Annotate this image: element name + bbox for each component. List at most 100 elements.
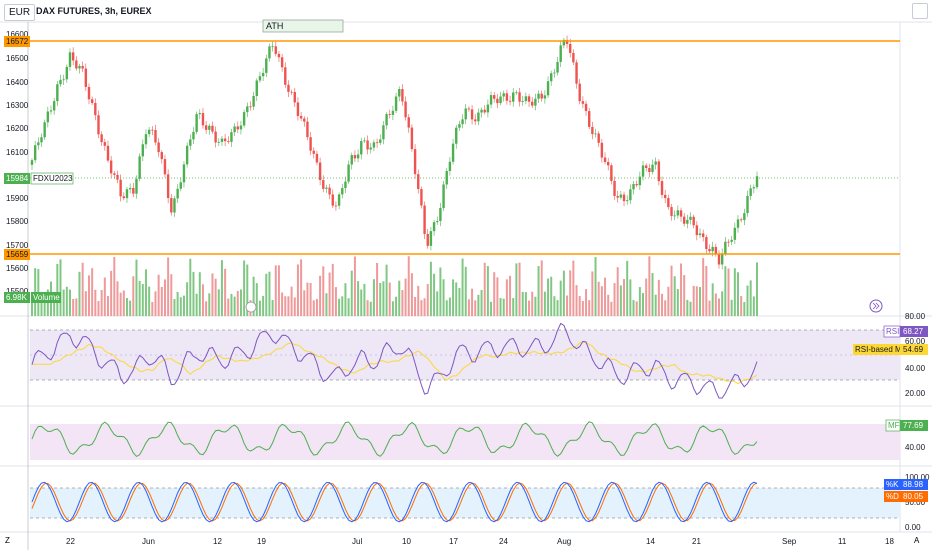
rsi-line (31, 322, 758, 399)
volume-bar (328, 272, 331, 316)
volume-bar (566, 295, 569, 316)
volume-bar (198, 272, 201, 316)
candle-body (116, 174, 119, 180)
volume-bar (414, 297, 417, 316)
candle-body (679, 210, 683, 217)
volume-bar (436, 291, 439, 316)
volume-bar (148, 286, 151, 316)
candle-body (736, 219, 740, 228)
volume-bar (182, 295, 185, 316)
volume-bar (610, 301, 613, 316)
candle-body (581, 101, 585, 104)
volume-bar (189, 258, 192, 316)
candle-body (550, 73, 553, 82)
time-tick-label: Jul (352, 537, 362, 546)
volume-bar (195, 293, 198, 316)
candle-body (138, 156, 141, 179)
volume-bar (616, 267, 619, 316)
volume-bar (277, 265, 280, 316)
currency-button[interactable]: EUR (4, 4, 36, 21)
k-value-badge (900, 479, 928, 490)
volume-bar (483, 262, 486, 316)
candle-body (701, 233, 705, 238)
candle-body (252, 95, 255, 107)
volume-bar (116, 281, 119, 316)
volume-bar (702, 258, 705, 316)
candle-body (68, 52, 72, 67)
candle-body (676, 210, 680, 216)
candle-body (629, 189, 632, 201)
candle-body (499, 96, 502, 104)
candle-body (591, 126, 594, 135)
mf-label-text: MF (888, 421, 900, 430)
time-axis: 22 Jun 12 19 Jul 10 17 24 Aug 14 21 Sep 11 18 (66, 537, 894, 546)
candle-body (667, 198, 670, 208)
price-tick-label: 16600 (6, 30, 29, 39)
candle-body (663, 194, 667, 199)
candle-body (192, 131, 195, 140)
candle-body (318, 162, 322, 181)
volume-bar (56, 264, 59, 316)
chart-settings-icon[interactable] (912, 3, 928, 19)
volume-bar (657, 279, 660, 316)
volume-bar (714, 293, 717, 316)
volume-value-badge (4, 292, 30, 303)
candle-body (173, 198, 176, 213)
price-tick-label: 16200 (6, 124, 29, 133)
candle-body (635, 184, 638, 186)
volume-bar (379, 282, 382, 316)
candle-body (94, 103, 97, 116)
level-top-badge (4, 36, 30, 47)
ath-label: ATH (266, 21, 283, 31)
candle-body (227, 141, 230, 142)
candle-body (43, 122, 46, 138)
volume-bar (733, 268, 736, 316)
volume-bar (214, 278, 217, 316)
candle-body (755, 176, 759, 188)
candle-body (442, 184, 445, 209)
candle-body (290, 91, 293, 93)
volume-bar (40, 293, 43, 316)
candle-body (325, 187, 328, 189)
candle-body (578, 83, 581, 102)
candle-body (249, 106, 252, 108)
volume-label-text: Volume (33, 293, 60, 302)
candle-body (486, 104, 490, 113)
candle-body (594, 133, 597, 135)
candle-body (299, 115, 303, 119)
candle-body (714, 246, 718, 254)
candle-body (521, 101, 524, 102)
volume-bar (597, 281, 600, 316)
volume-bar (740, 296, 743, 316)
volume-bar (385, 264, 388, 316)
volume-bar (341, 296, 344, 316)
candle-body (90, 99, 94, 104)
volume-bar (331, 263, 334, 316)
volume-bar (600, 286, 603, 316)
volume-bar (547, 278, 550, 316)
symbol-title: DAX FUTURES, 3h, EUREX (36, 6, 152, 16)
candle-body (195, 114, 198, 132)
candle-body (562, 39, 566, 46)
candle-body (720, 253, 724, 265)
volume-bar (426, 284, 429, 316)
candle-body (670, 207, 673, 216)
price-tick-label: 15600 (6, 264, 29, 273)
chart-header: EUR DAX FUTURES, 3h, EUREX (0, 0, 932, 22)
volume-bar (464, 266, 467, 316)
volume-bar (319, 275, 322, 316)
rsi-label-text: RSI (886, 327, 899, 336)
candle-body (413, 149, 417, 175)
candle-body (537, 93, 540, 99)
d-value-text: 80.05 (903, 492, 924, 501)
candle-body (727, 241, 730, 243)
candle-body (46, 111, 50, 123)
candle-body (477, 112, 480, 122)
volume-bar (293, 297, 296, 316)
time-tick-label: 18 (885, 537, 894, 546)
volume-bar (499, 298, 502, 316)
candle-body (404, 101, 407, 118)
candle-body (445, 170, 448, 185)
candle-body (223, 138, 227, 142)
